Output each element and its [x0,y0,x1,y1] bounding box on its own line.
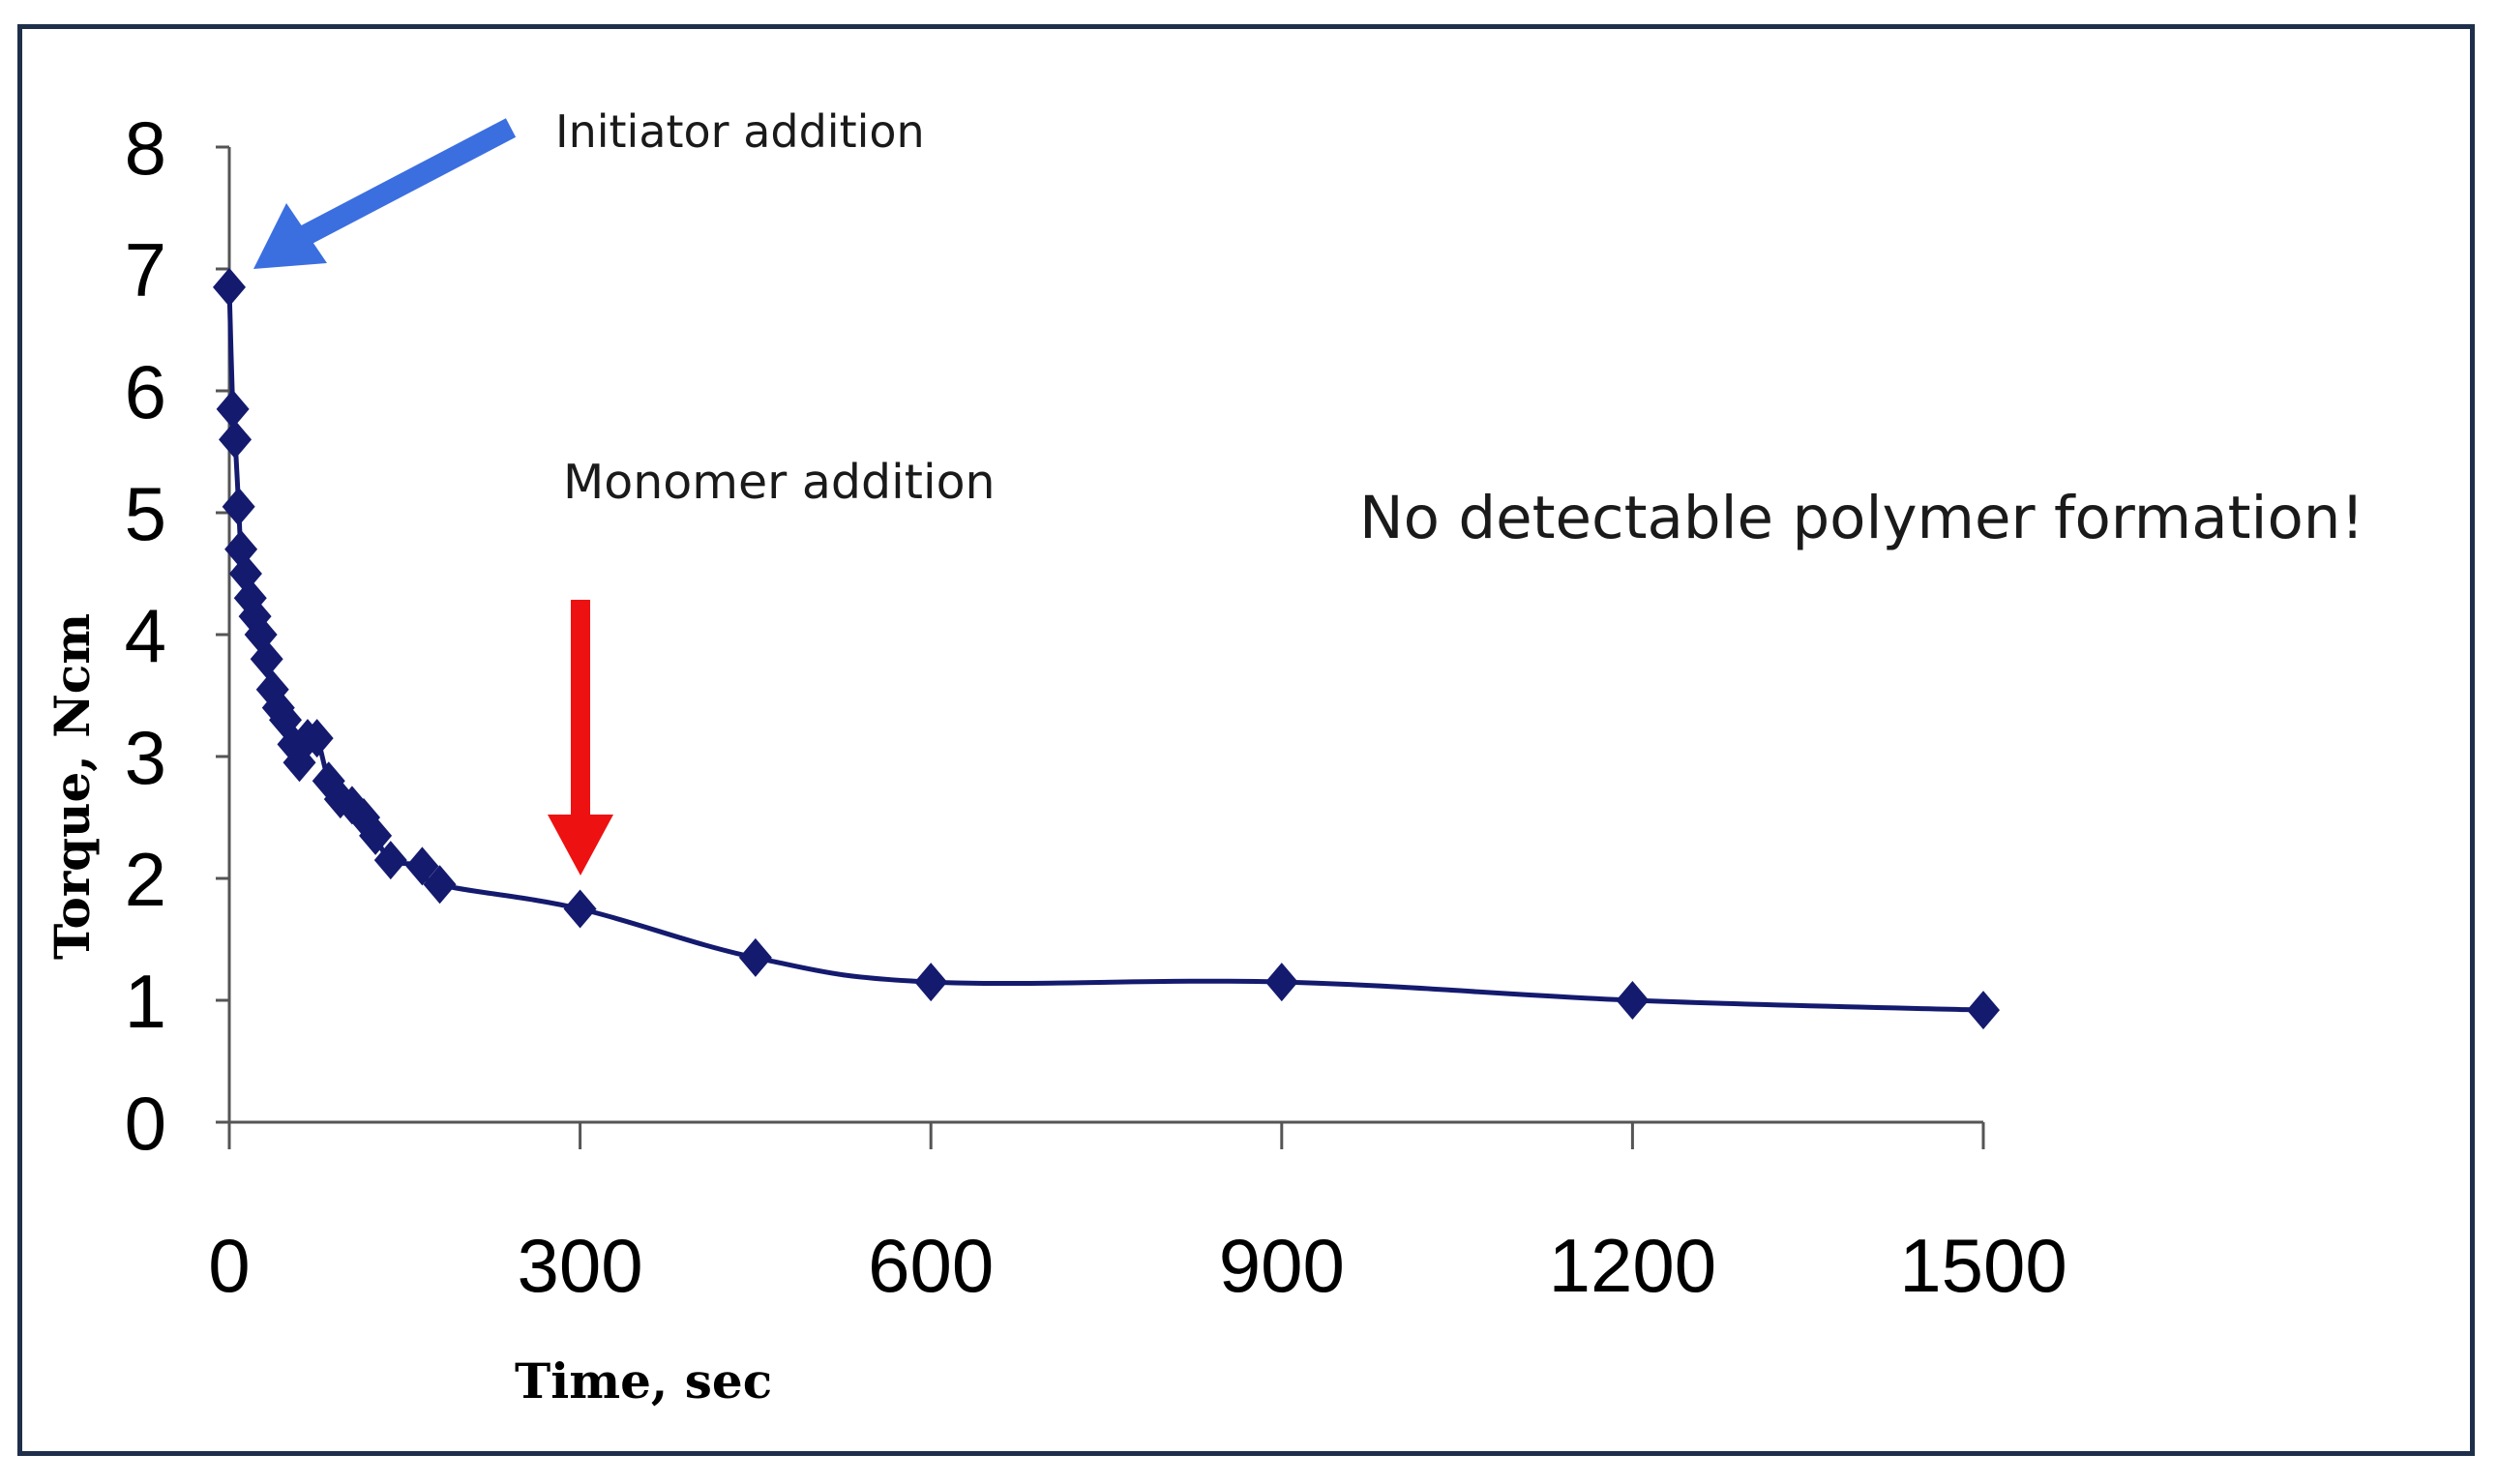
initiator-arrow [300,118,517,245]
data-point [405,846,439,886]
y-tick-label: 6 [125,349,166,434]
monomer-arrow-head [548,815,613,876]
x-axis-title: Time, sec [515,1352,772,1410]
data-point [1264,963,1298,1002]
y-tick-label: 5 [125,471,166,556]
monomer-label: Monomer addition [563,455,996,510]
y-tick-label: 1 [125,959,166,1044]
data-point [914,963,948,1002]
x-tick-label: 300 [518,1223,643,1308]
data-point [738,937,772,977]
data-point [300,719,334,758]
no-polymer-note: No detectable polymer formation! [1359,484,2364,552]
series-layer [213,267,2000,1030]
data-point [219,420,253,460]
y-tick-label: 0 [125,1081,166,1166]
data-point [423,865,457,905]
initiator-annotation: Initiator addition [253,105,925,269]
initiator-label: Initiator addition [555,105,925,158]
y-tick-label: 3 [125,715,166,800]
y-tick-label: 7 [125,227,166,312]
monomer-arrow [571,600,590,817]
data-point [1967,991,2000,1030]
data-point [213,267,246,307]
series-line [226,286,1984,1013]
y-tick-label: 4 [125,593,166,678]
monomer-annotation: Monomer addition [548,455,996,876]
y-tick-label: 2 [125,837,166,922]
x-tick-label: 1200 [1549,1223,1717,1308]
chart-frame [17,24,2475,1456]
data-point [359,816,393,855]
data-point [373,841,407,880]
x-tick-label: 1500 [1899,1223,2067,1308]
data-point [1616,981,1650,1020]
data-point [250,639,283,679]
y-tick-label: 8 [125,105,166,191]
x-tick-label: 900 [1219,1223,1345,1308]
axes: 0 1 2 3 4 5 6 7 8 0 300 600 900 1200 1500 [125,105,2067,1308]
data-point [216,389,250,429]
y-axis-title: Torque, Ncm [44,613,101,960]
data-point [563,889,597,929]
x-tick-label: 600 [868,1223,994,1308]
x-tick-label: 0 [208,1223,250,1308]
initiator-arrow-head [253,203,327,269]
data-point [222,487,255,526]
